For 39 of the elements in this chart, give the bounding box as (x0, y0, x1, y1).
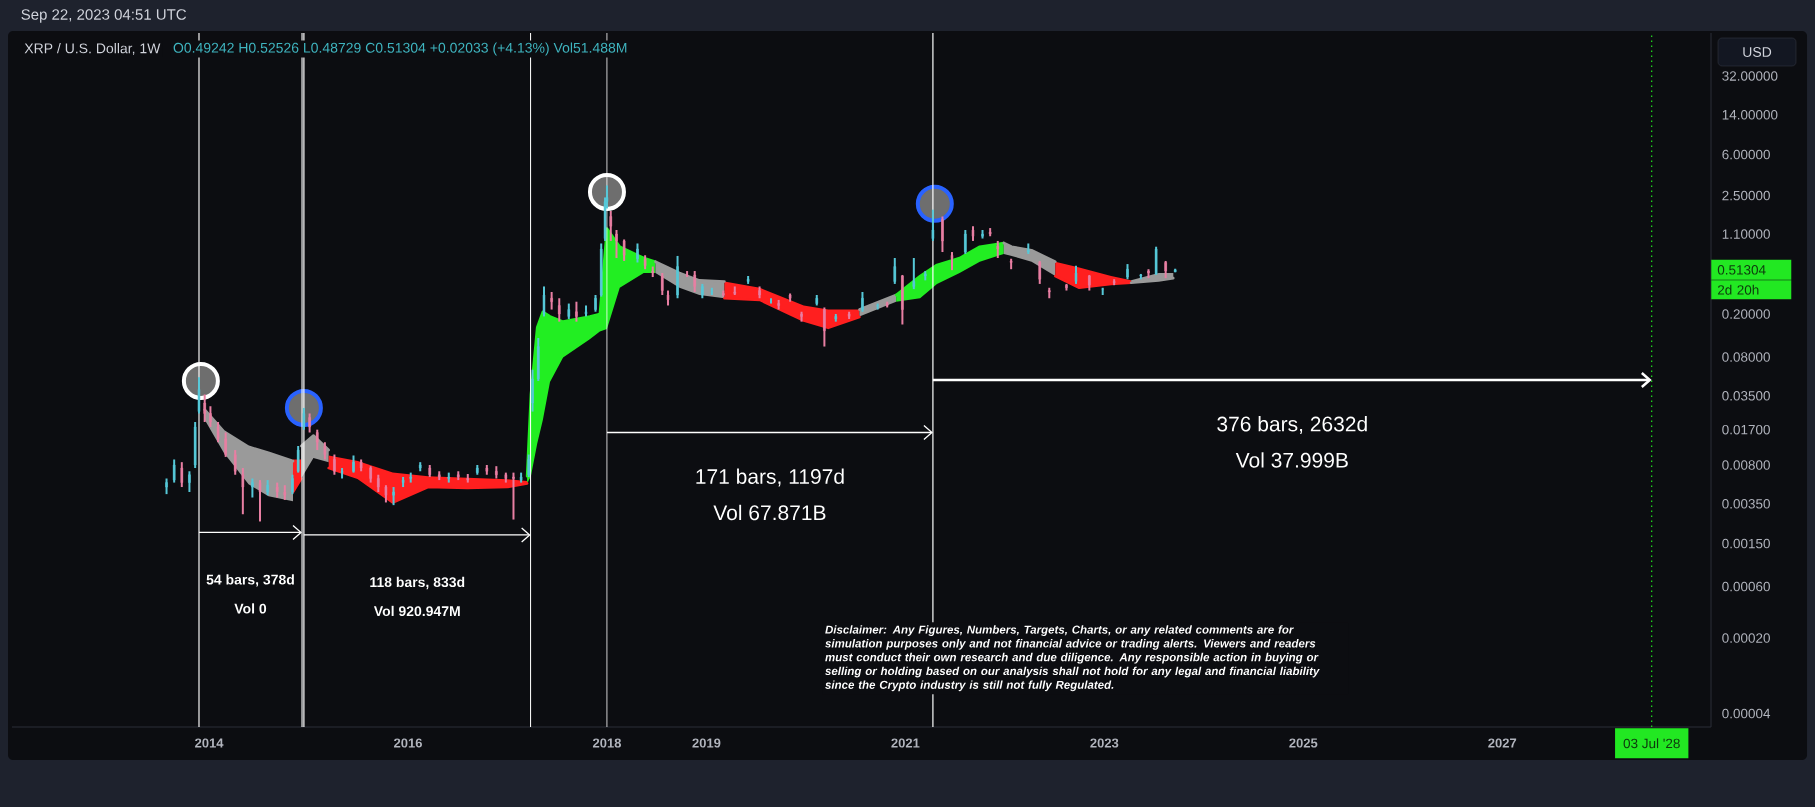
y-tick-label: 32.00000 (1722, 71, 1778, 81)
x-tick-label: 2027 (1488, 738, 1517, 748)
x-tick-label: 2016 (394, 738, 422, 748)
annotation: 171 bars, 1197d (696, 468, 844, 487)
x-tick-label: 2014 (195, 738, 224, 748)
y-tick-label: 0.08000 (1722, 352, 1770, 362)
annotation: 54 bars, 378d (206, 574, 294, 587)
annotation: 376 bars, 2632d (1217, 416, 1367, 434)
x-tick-label: 2023 (1090, 738, 1119, 748)
annotation: Vol 37.999B (1235, 452, 1348, 468)
text: 2d 20h (1717, 284, 1759, 295)
y-tick-label: 0.00004 (1722, 708, 1771, 719)
y-tick-label: 0.00350 (1722, 499, 1770, 509)
text: 0.51304 (1717, 265, 1766, 275)
y-tick-label: 0.03500 (1722, 391, 1770, 401)
x-tick-label: 2018 (592, 738, 622, 748)
annotation: Vol 0 (234, 603, 267, 614)
text: O0.49242 H0.52526 L0.48729 C0.51304 +0.02033 (+4.13%) Vol51.488M (173, 42, 627, 56)
text: USD (1743, 47, 1772, 57)
y-tick-label: 0.20000 (1722, 309, 1770, 319)
y-tick-label: 0.01700 (1722, 424, 1770, 435)
annotation: 118 bars, 833d (370, 576, 465, 590)
x-tick-label: 2025 (1289, 738, 1318, 748)
y-tick-label: 0.00150 (1722, 538, 1770, 549)
y-tick-label: 0.00020 (1722, 633, 1770, 643)
y-tick-label: 2.50000 (1722, 190, 1770, 201)
y-tick-label: 1.10000 (1722, 229, 1770, 239)
x-tick-label: 2019 (692, 738, 721, 748)
annotation: Vol 920.947M (373, 605, 460, 617)
text: Sep 22, 2023 04:51 UTC (21, 9, 187, 23)
y-tick-label: 0.00800 (1722, 460, 1770, 470)
ref-line-label: 03 Jul '28 (1623, 738, 1680, 749)
y-tick-label: 0.00060 (1722, 581, 1770, 592)
y-tick-label: 6.00000 (1722, 149, 1770, 160)
text: XRP / U.S. Dollar, 1W (24, 43, 161, 55)
x-tick-label: 2021 (891, 738, 920, 748)
annotation: Vol 67.871B (713, 504, 826, 521)
y-tick-label: 14.00000 (1722, 109, 1778, 120)
annotation: Disclaimer: Any Figures, Numbers, Targets, Charts, or any related comments are for simulation purposes only and not financial advice or trading alerts. Viewers and readers must conduct their own research and due diligence. Any responsible action in buying or selling or holding based on our analysis shall not hold for any legal and financial liability since the Crypto industry is still not fully Regulated. (825, 625, 1320, 692)
